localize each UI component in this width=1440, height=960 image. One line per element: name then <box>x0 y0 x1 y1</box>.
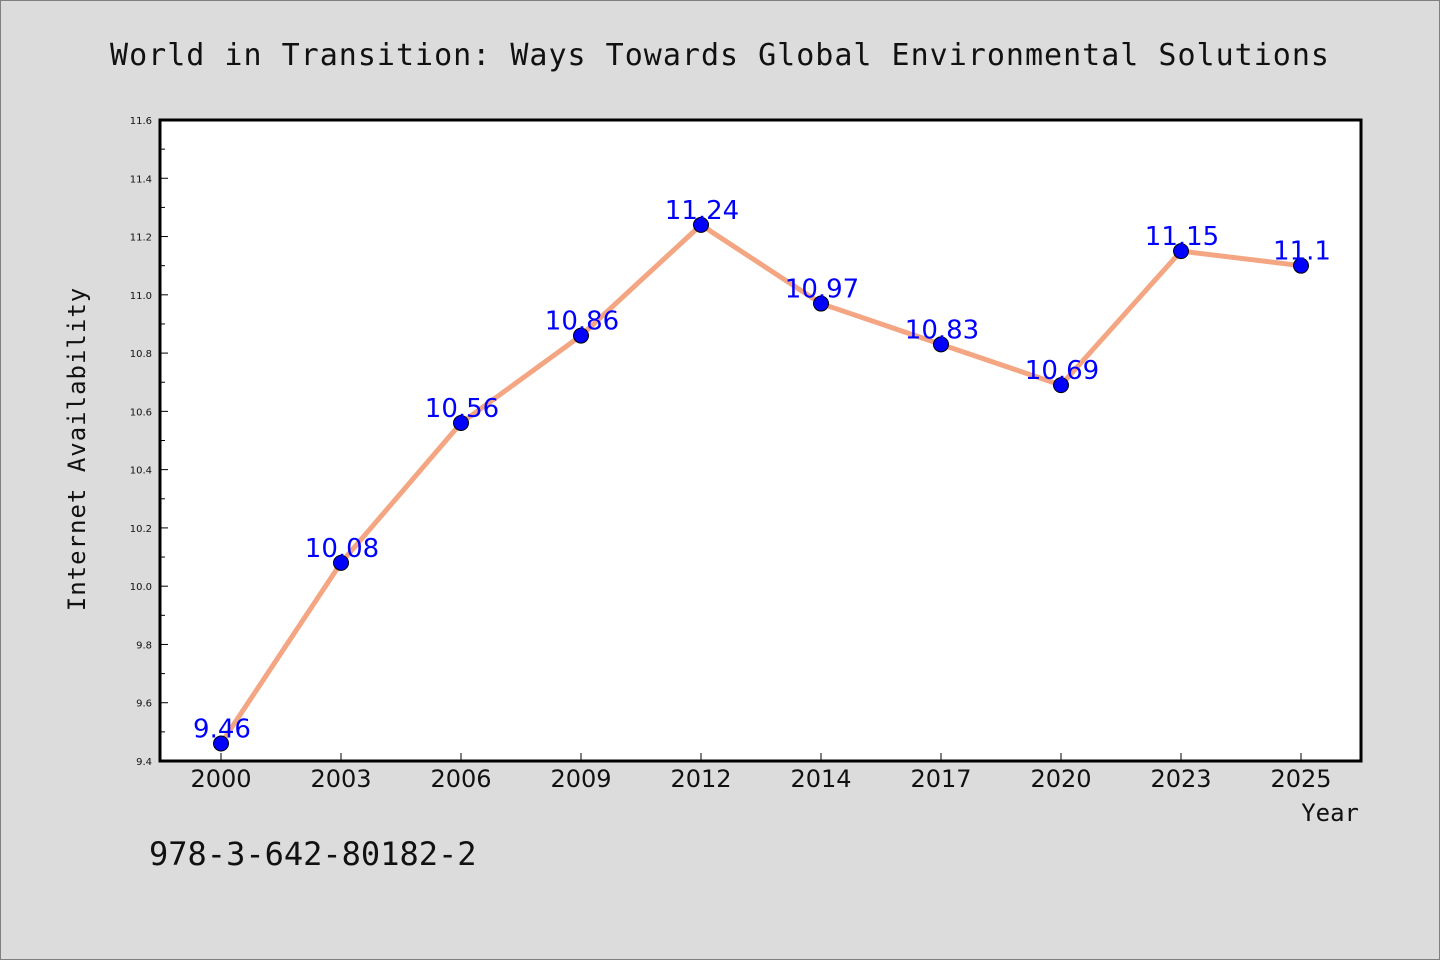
data-point <box>333 554 349 571</box>
data-point <box>693 216 709 233</box>
data-label: 11.24 <box>665 196 739 226</box>
x-tick-label: 2017 <box>910 765 971 793</box>
data-label: 9.46 <box>193 715 251 745</box>
x-tick-label: 2020 <box>1030 765 1091 793</box>
y-axis: 9.4 9.6 9.8 10.0 10.2 10.4 10.6 10.8 11.0 11.2 11.… <box>130 116 168 768</box>
y-tick-label: 10.2 <box>130 524 152 535</box>
series-line <box>218 222 1302 745</box>
data-labels: 9.46 10.08 10.56 10.86 11.24 10.97 10.83 10.69 1… <box>193 196 1331 745</box>
data-point <box>933 336 949 353</box>
data-point <box>213 735 229 752</box>
y-tick-label: 11.4 <box>130 174 152 185</box>
y-tick-label: 9.8 <box>136 640 152 651</box>
y-tick-label: 11.0 <box>130 291 152 302</box>
y-axis-label: Internet Availability <box>63 287 91 611</box>
x-tick-label: 2025 <box>1270 765 1331 793</box>
data-point <box>1293 257 1309 274</box>
x-tick-label: 2009 <box>550 765 611 793</box>
x-axis-label: Year <box>1301 799 1359 827</box>
x-tick-label: 2014 <box>790 765 851 793</box>
series <box>213 216 1309 752</box>
x-tick-label: 2023 <box>1150 765 1211 793</box>
x-tick-label: 2012 <box>670 765 731 793</box>
data-label: 10.56 <box>425 394 499 424</box>
data-label: 10.86 <box>545 307 619 337</box>
y-tick-label: 9.6 <box>136 699 152 710</box>
y-tick-label: 9.4 <box>136 757 152 768</box>
y-tick-label: 10.6 <box>130 407 152 418</box>
y-tick-label: 10.0 <box>130 582 152 593</box>
y-tick-label: 10.8 <box>130 349 152 360</box>
chart-title: World in Transition: Ways Towards Global… <box>110 38 1330 73</box>
x-tick-label: 2006 <box>430 765 491 793</box>
data-point <box>453 415 469 432</box>
plot-area <box>158 118 1363 763</box>
data-label: 11.15 <box>1145 222 1219 252</box>
data-label: 10.83 <box>905 315 979 345</box>
x-axis: 2000 2003 2006 2009 2012 2014 2017 2020 2023 2025 <box>190 753 1332 793</box>
data-point <box>813 295 829 312</box>
data-label: 11.1 <box>1273 237 1331 267</box>
data-label: 10.08 <box>305 534 379 564</box>
x-tick-label: 2003 <box>310 765 371 793</box>
data-point <box>573 327 589 344</box>
data-point <box>1173 243 1189 260</box>
data-point <box>1053 377 1069 394</box>
y-tick-label: 11.6 <box>130 116 152 127</box>
data-label: 10.69 <box>1025 356 1099 386</box>
y-tick-label: 11.2 <box>130 233 152 244</box>
y-tick-label: 10.4 <box>130 466 152 477</box>
data-label: 10.97 <box>785 275 859 305</box>
isbn-text: 978-3-642-80182-2 <box>149 835 477 873</box>
x-tick-label: 2000 <box>190 765 251 793</box>
